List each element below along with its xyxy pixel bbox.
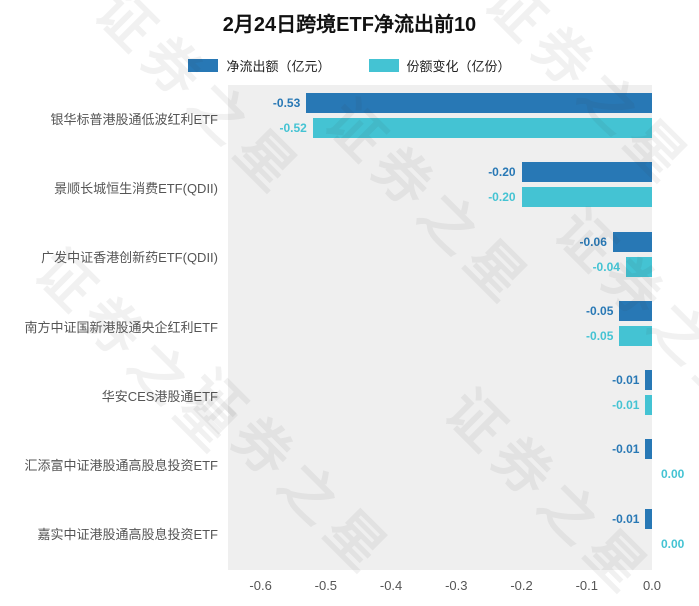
bar-net-outflow	[619, 300, 652, 321]
x-tick-label: -0.3	[445, 578, 468, 593]
value-label: -0.20	[488, 165, 516, 180]
value-label: -0.05	[586, 328, 614, 343]
chart-title: 2月24日跨境ETF净流出前10	[222, 14, 477, 36]
value-label: -0.04	[592, 259, 620, 274]
bar-net-outflow	[612, 231, 652, 252]
bar-net-outflow	[306, 93, 652, 113]
bar-net-outflow	[645, 370, 652, 391]
value-label: -0.01	[612, 398, 640, 413]
bar-share-change	[312, 118, 652, 138]
legend-swatch-net-outflow	[188, 59, 219, 72]
bar-share-change	[521, 187, 652, 208]
value-label: -0.05	[586, 303, 614, 318]
legend-label-net-outflow: 净流出额（亿元）	[226, 59, 331, 74]
value-label: 0.00	[661, 536, 685, 551]
bar-share-change	[645, 395, 652, 416]
legend-label-share-change: 份额变化（亿份）	[406, 59, 511, 74]
category-label: 汇添富中证港股通高股息投资ETF	[24, 458, 218, 474]
value-label: -0.20	[488, 190, 516, 205]
category-label: 广发中证香港创新药ETF(QDII)	[41, 250, 218, 266]
x-tick-label: -0.1	[575, 578, 598, 593]
category-label: 华安CES港股通ETF	[101, 388, 218, 404]
bar-share-change	[619, 325, 652, 346]
x-tick-label: -0.4	[379, 578, 403, 593]
value-label: -0.01	[612, 511, 640, 526]
category-label: 南方中证国新港股通央企红利ETF	[24, 319, 218, 335]
value-label: -0.53	[272, 96, 301, 110]
legend-item-net-outflow: 净流出额（亿元）	[188, 56, 331, 75]
legend-item-share-change: 份额变化（亿份）	[368, 56, 511, 75]
x-tick-label: -0.6	[249, 578, 272, 593]
value-label: -0.06	[579, 234, 607, 249]
bar-net-outflow	[645, 508, 652, 529]
x-tick-label: -0.2	[510, 578, 533, 593]
bar-net-outflow	[645, 439, 652, 460]
bar-net-outflow	[521, 162, 652, 183]
category-label: 银华标普港股通低波红利ETF	[50, 111, 218, 127]
bar-share-change	[625, 256, 652, 277]
x-tick-label: -0.5	[314, 578, 338, 593]
legend-swatch-share-change	[368, 59, 399, 72]
value-label: -0.01	[612, 373, 640, 388]
x-tick-label: 0.0	[642, 578, 662, 593]
value-label: -0.01	[612, 442, 640, 457]
chart-legend: 净流出额（亿元） 份额变化（亿份）	[0, 56, 699, 75]
value-label: -0.52	[279, 121, 307, 135]
category-label: 景顺长城恒生消费ETF(QDII)	[54, 180, 218, 196]
value-label: 0.00	[661, 467, 685, 482]
category-label: 嘉实中证港股通高股息投资ETF	[37, 527, 218, 543]
